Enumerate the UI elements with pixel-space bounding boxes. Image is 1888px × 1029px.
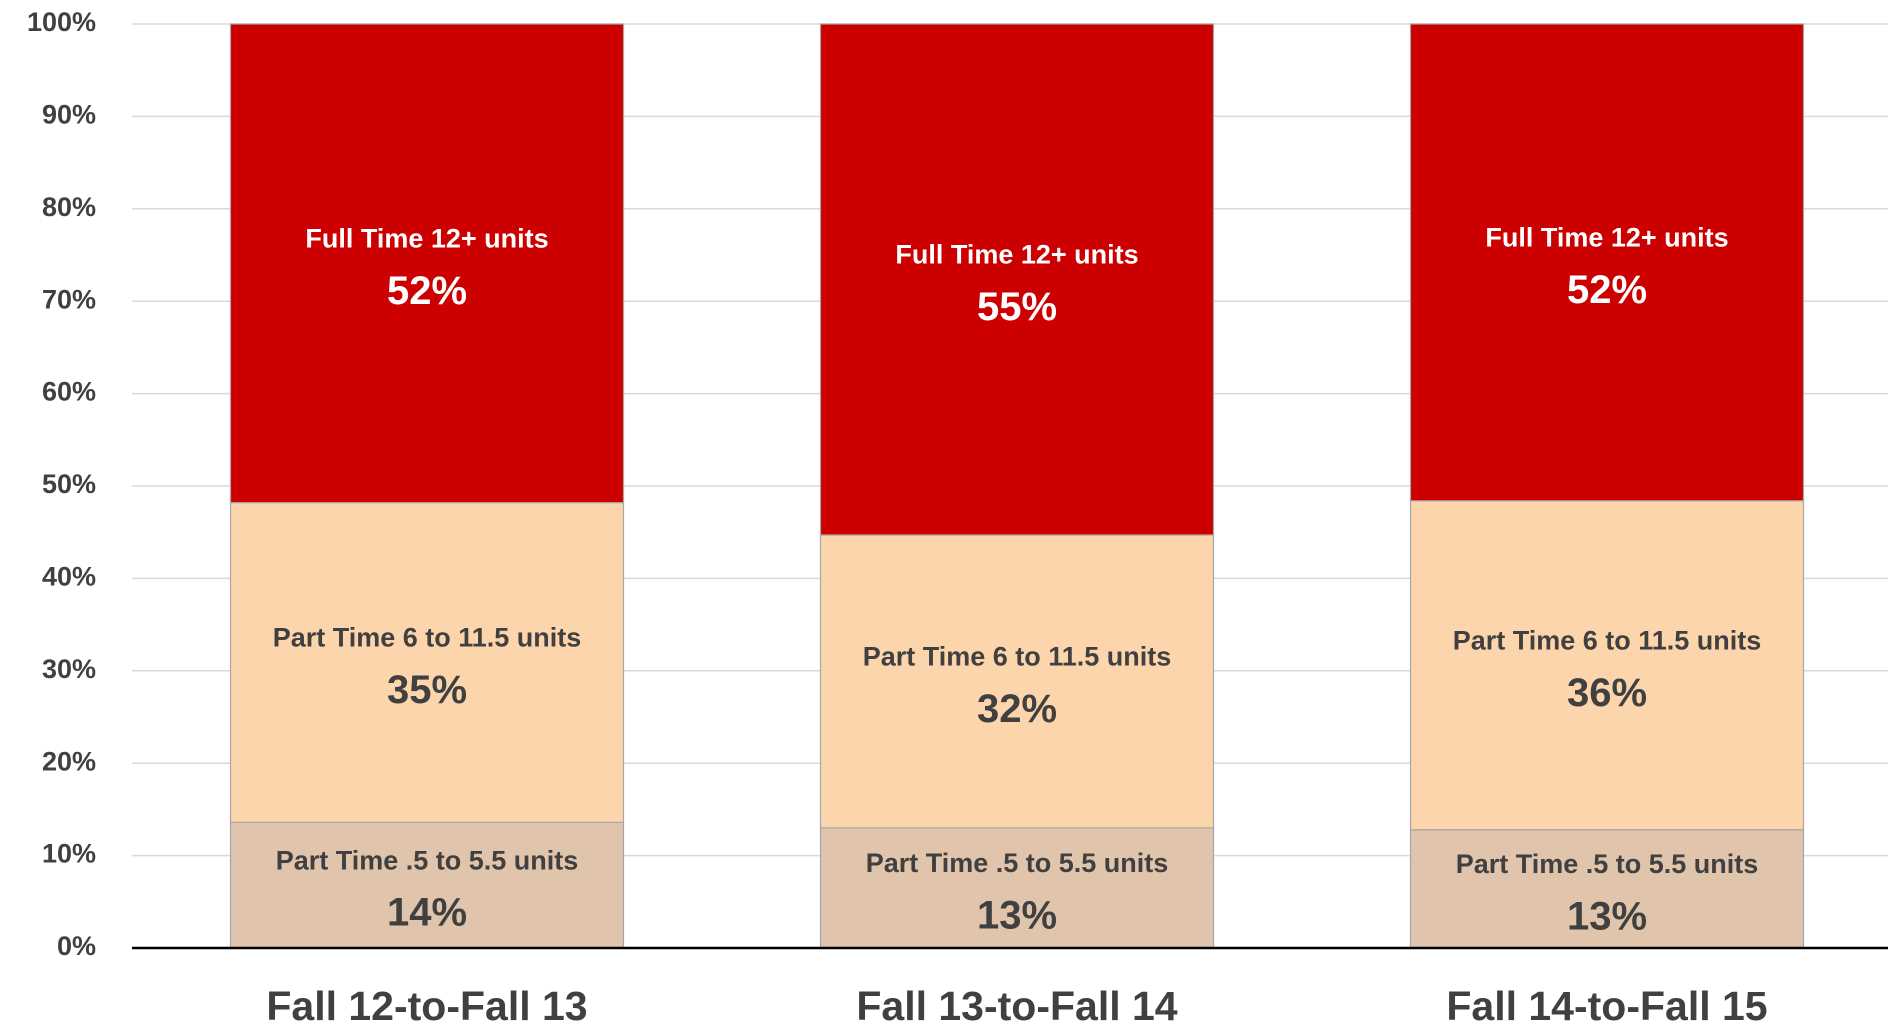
x-tick-label: Fall 14-to-Fall 15 — [1446, 983, 1767, 1029]
data-label: 13% — [1567, 894, 1647, 938]
segment-name: Part Time .5 to 5.5 units — [866, 848, 1169, 878]
bar-segment — [1409, 500, 1805, 831]
y-tick-label: 10% — [42, 839, 96, 869]
segment-name: Part Time 6 to 11.5 units — [1453, 625, 1762, 655]
data-label: 36% — [1567, 671, 1647, 715]
bar-segment — [1409, 23, 1805, 502]
y-tick-label: 20% — [42, 746, 96, 776]
bar-segment — [819, 534, 1215, 829]
x-tick-label: Fall 13-to-Fall 14 — [856, 983, 1177, 1029]
data-label: 14% — [387, 891, 467, 935]
y-tick-label: 30% — [42, 654, 96, 684]
segment-name: Part Time 6 to 11.5 units — [863, 642, 1172, 672]
bar-segment — [819, 827, 1215, 949]
y-tick-label: 0% — [57, 931, 96, 961]
y-tick-label: 80% — [42, 192, 96, 222]
segment-name: Part Time .5 to 5.5 units — [276, 845, 579, 875]
data-label: 55% — [977, 285, 1057, 329]
y-tick-label: 60% — [42, 377, 96, 407]
bar-segment — [229, 502, 625, 823]
bar-segment — [819, 23, 1215, 536]
data-label: 32% — [977, 687, 1057, 731]
y-tick-label: 40% — [42, 562, 96, 592]
y-tick-label: 70% — [42, 284, 96, 314]
segment-name: Part Time .5 to 5.5 units — [1456, 849, 1759, 879]
segment-name: Part Time 6 to 11.5 units — [273, 623, 582, 653]
data-label: 35% — [387, 668, 467, 712]
data-label: 13% — [977, 894, 1057, 938]
segment-name: Full Time 12+ units — [895, 240, 1138, 270]
segment-name: Full Time 12+ units — [305, 223, 548, 253]
data-label: 52% — [387, 269, 467, 313]
y-tick-label: 100% — [27, 7, 96, 37]
y-tick-label: 90% — [42, 100, 96, 130]
y-tick-label: 50% — [42, 469, 96, 499]
bar-segment — [229, 23, 625, 504]
x-tick-label: Fall 12-to-Fall 13 — [266, 983, 587, 1029]
data-label: 52% — [1567, 268, 1647, 312]
segment-name: Full Time 12+ units — [1485, 223, 1728, 253]
